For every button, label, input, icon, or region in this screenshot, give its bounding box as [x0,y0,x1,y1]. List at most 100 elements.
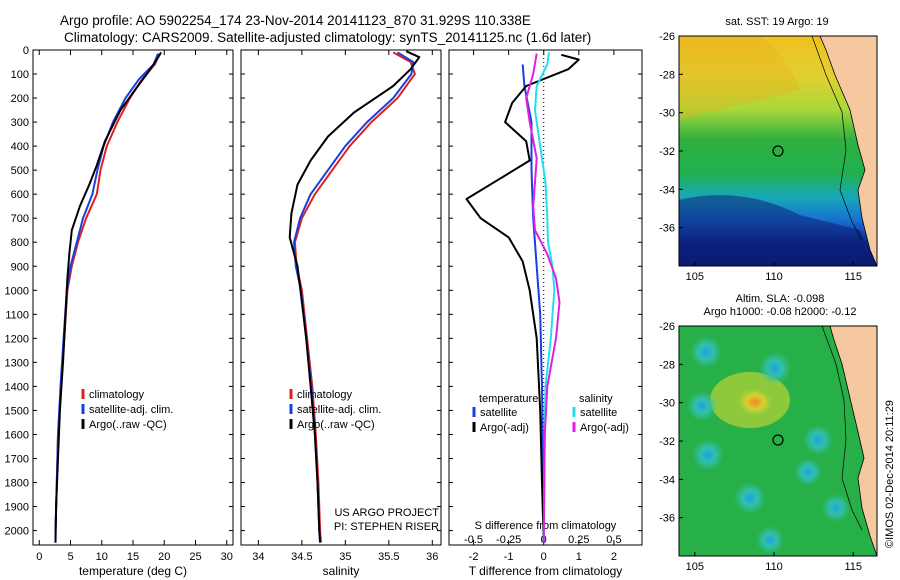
map-x-tick-label: 105 [686,271,704,283]
sla-eddy [687,391,717,421]
x-axis-label: salinity [323,564,360,578]
y-tick-label: 0 [23,45,29,57]
series-line [54,51,162,543]
x-tick-label: 5 [67,551,73,563]
top-x-tick-label: -0.5 [464,534,483,546]
legend-group-title: salinity [579,393,613,405]
header-line2: Climatology: CARS2009. Satellite-adjuste… [64,30,591,45]
legend-label: climatology [89,389,145,401]
sla-eddy [756,526,784,554]
y-tick-label: 1500 [5,405,29,417]
sst-warm-patch [679,36,800,120]
sst-map [678,35,878,267]
x-axis-label: temperature (deg C) [79,564,187,578]
sst-cold-patch [679,195,877,266]
sst-map-title: sat. SST: 19 Argo: 19 [725,16,828,28]
sla-eddy [690,336,722,368]
temperature-chart: 0100200300400500600700800900100011001200… [5,45,234,578]
top-x-tick-label: 0.5 [606,534,621,546]
series-line [465,53,580,543]
series-line [525,53,561,543]
map-y-tick-label: -30 [659,398,675,410]
top-x-tick-label: -0.25 [496,534,521,546]
map-y-tick-label: -30 [659,108,675,120]
y-tick-label: 800 [11,237,29,249]
project-credit: US ARGO PROJECT [334,507,439,519]
legend-label: Argo(-adj) [580,422,629,434]
x-tick-label: 34.5 [291,551,312,563]
sla-bathymetry [821,325,863,531]
legend-label: satellite [480,407,517,419]
legend-label: climatology [297,389,353,401]
map-y-tick-label: -34 [659,474,675,486]
map-y-tick-label: -26 [659,31,675,43]
y-tick-label: 300 [11,117,29,129]
y-tick-label: 500 [11,165,29,177]
x-tick-label: 0 [36,551,42,563]
map-x-tick-label: 115 [844,271,862,283]
x-tick-label: -1 [504,551,514,563]
project-credit: PI: STEPHEN RISER [334,521,439,533]
x-axis-label: T difference from climatology [469,564,623,578]
x-tick-label: 34 [252,551,264,563]
imos-credit: ©IMOS 02-Dec-2014 20:11:29 [884,400,896,548]
sst-bathymetry [811,35,863,241]
sla-eddy [822,494,850,522]
map-x-tick-label: 110 [765,561,783,573]
y-tick-label: 200 [11,93,29,105]
top-x-tick-label: 0.25 [568,534,589,546]
sla-eddy [794,458,822,486]
sla-warm-eddy [737,388,773,416]
sla-eddy [692,439,724,471]
y-tick-label: 2000 [5,526,29,538]
map-y-tick-label: -34 [659,184,675,196]
legend-label: satellite-adj. clim. [297,404,381,416]
sla-map-title1: Altim. SLA: -0.098 [736,293,825,305]
x-tick-label: 1 [576,551,582,563]
legend-label: Argo(..raw -QC) [89,419,167,431]
sla-argo-position-marker [772,434,784,446]
y-tick-label: 1000 [5,285,29,297]
map-y-tick-label: -36 [659,513,675,525]
legend-label: Argo(..raw -QC) [297,419,375,431]
sst-argo-position-marker [772,145,784,157]
x-tick-label: 2 [611,551,617,563]
map-y-tick-label: -26 [659,321,675,333]
x-tick-label: 25 [189,551,201,563]
top-axis-label: S difference from climatology [475,520,617,532]
x-tick-label: 35 [339,551,351,563]
x-tick-label: 20 [158,551,170,563]
plot-frame [240,49,442,546]
sla-map-title2: Argo h1000: -0.08 h2000: -0.12 [704,306,857,318]
legend-label: satellite-adj. clim. [89,404,173,416]
map-x-tick-label: 110 [765,271,783,283]
map-y-tick-label: -28 [659,69,675,81]
plot-frame [32,49,234,546]
x-tick-label: 36 [426,551,438,563]
x-tick-label: -2 [469,551,479,563]
difference-chart: -2 -1 0 1 2T difference from climatology -0.5… [448,49,643,578]
sla-eddy [803,425,833,455]
y-tick-label: 1100 [5,309,29,321]
x-tick-label: 10 [96,551,108,563]
x-tick-label: 0 [541,551,547,563]
map-ticks: -26 -28 -30 -32 -34 -36 105 110 115 -26 -28 -30 -32 -… [659,31,862,573]
x-tick-label: 35.5 [378,551,399,563]
sla-map [678,325,878,557]
header-line1: Argo profile: AO 5902254_174 23-Nov-2014… [60,13,531,28]
y-tick-label: 1600 [5,429,29,441]
y-tick-label: 1200 [5,333,29,345]
y-tick-label: 1900 [5,502,29,514]
sla-eddy [759,352,791,384]
y-tick-label: 1400 [5,381,29,393]
salinity-chart: 34 34.5 35 35.5 36 salinity climatology satelli… [240,49,442,578]
y-tick-label: 1800 [5,478,29,490]
x-tick-label: 30 [221,551,233,563]
series-line [288,50,421,543]
map-y-tick-label: -32 [659,436,675,448]
y-tick-label: 1300 [5,357,29,369]
y-tick-label: 700 [11,213,29,225]
y-tick-label: 100 [11,69,29,81]
x-tick-label: 15 [127,551,139,563]
